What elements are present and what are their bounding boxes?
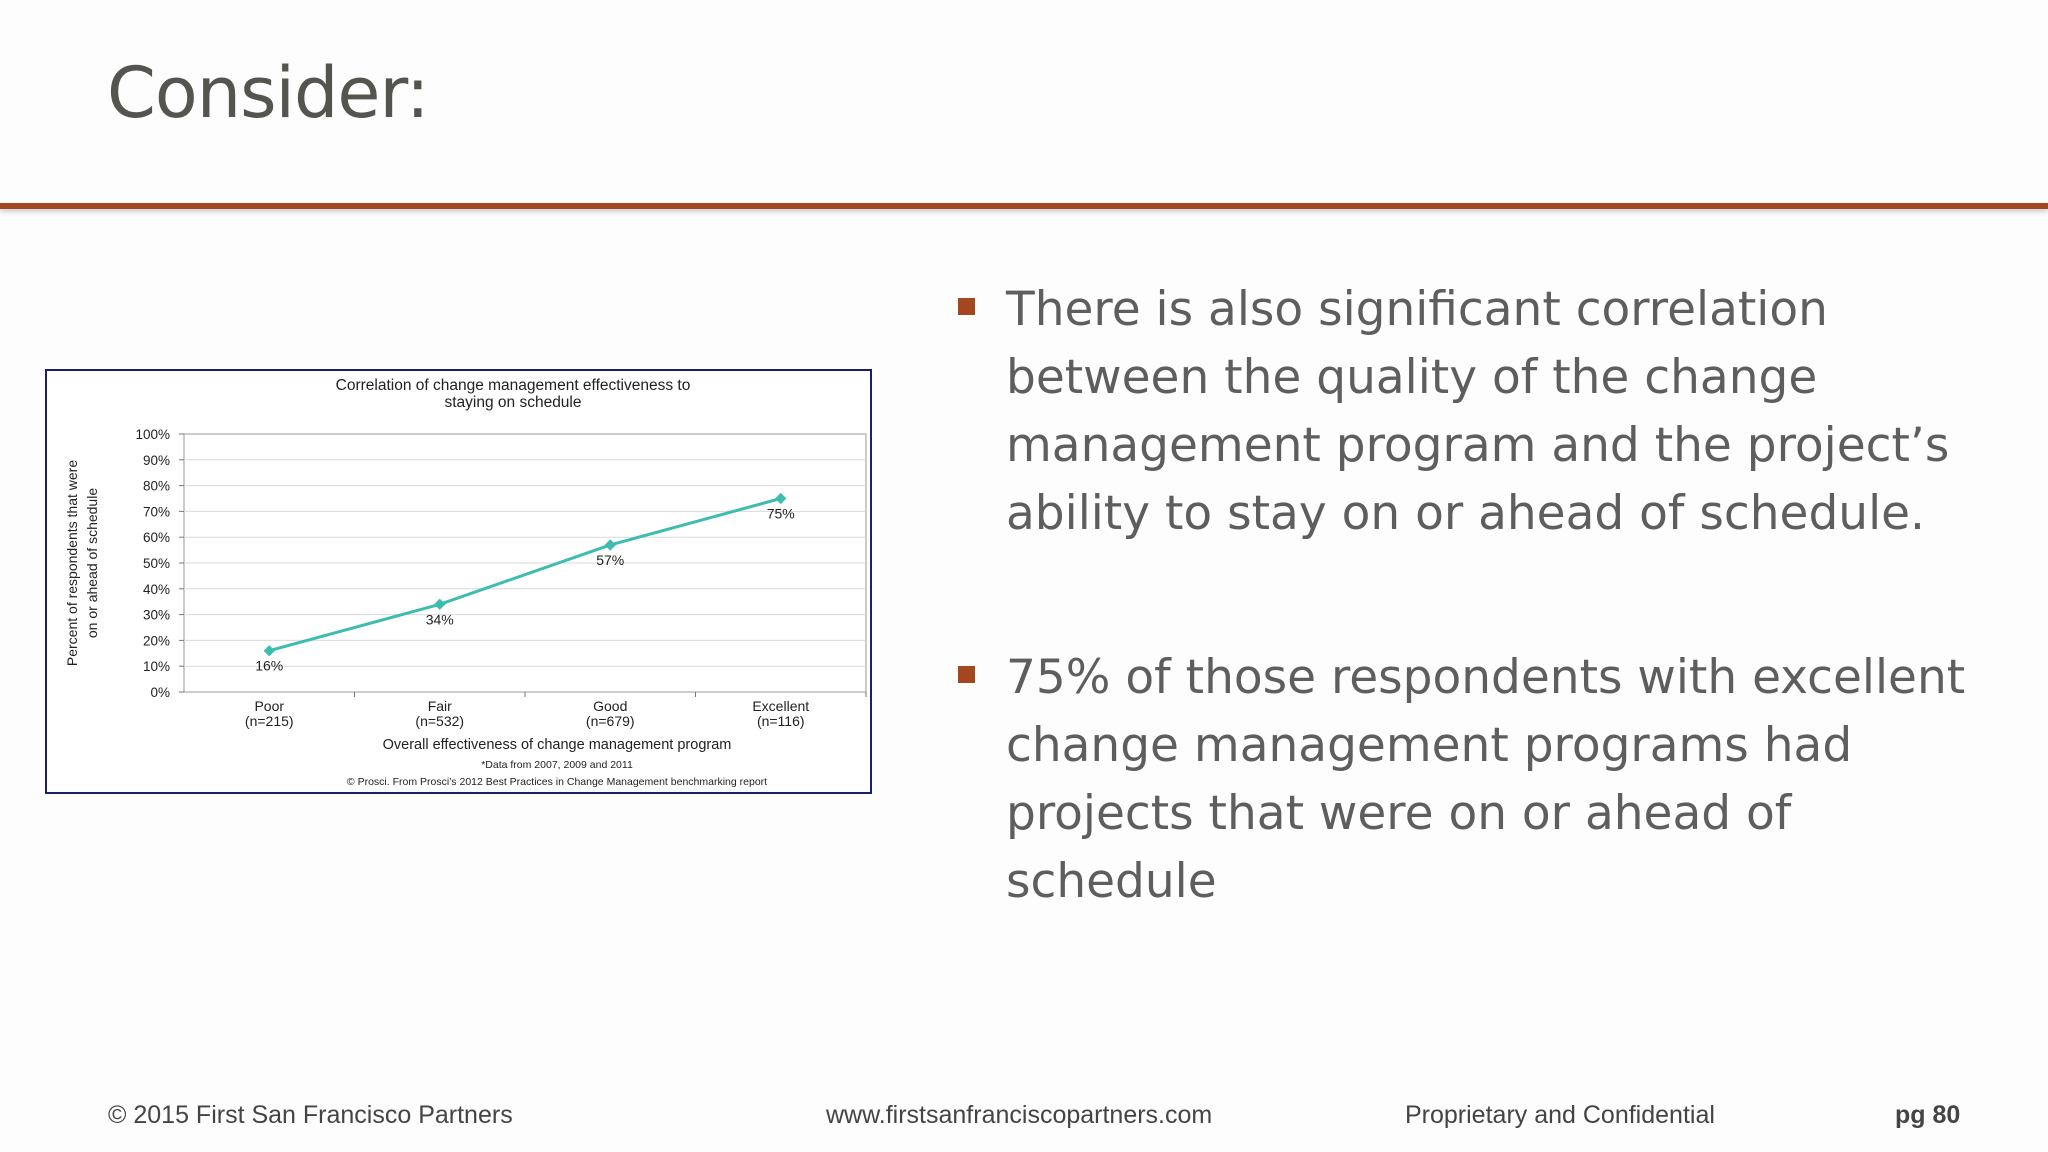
y-tick-label: 40% [143, 582, 170, 597]
line-chart: Correlation of change management effecti… [64, 377, 867, 788]
y-axis-label-line-2: on or ahead of schedule [84, 488, 100, 638]
slide-title: Consider: [107, 52, 430, 134]
x-tick-label: Good [593, 698, 627, 714]
x-tick-count: (n=215) [245, 713, 294, 729]
y-tick-label: 20% [143, 633, 170, 648]
title-divider [0, 203, 2048, 209]
bullet-item: There is also significant correlation be… [958, 276, 1998, 548]
footer-copyright: © 2015 First San Francisco Partners [108, 1101, 513, 1129]
chart-title-line-2: staying on schedule [444, 394, 581, 411]
bullet-text: There is also significant correlation be… [1006, 282, 1950, 541]
square-bullet-icon [958, 298, 975, 315]
y-tick-label: 70% [143, 504, 170, 519]
data-point [434, 598, 446, 610]
series-line [268, 497, 782, 653]
bullet-list: There is also significant correlation be… [958, 276, 1998, 916]
y-tick-label: 80% [143, 479, 170, 494]
bullet-item: 75% of those respondents with excellent … [958, 644, 1998, 916]
data-label: 75% [767, 506, 795, 522]
data-point [263, 645, 275, 657]
x-tick-label: Poor [254, 698, 284, 714]
x-tick-count: (n=116) [757, 713, 805, 729]
x-axis-label: Overall effectiveness of change manageme… [383, 737, 732, 753]
y-tick-label: 60% [143, 530, 170, 545]
chart-title-line-1: Correlation of change management effecti… [336, 377, 691, 394]
chart-note-source: © Prosci. From Prosci’s 2012 Best Practi… [347, 776, 767, 788]
data-label: 57% [596, 552, 624, 568]
data-label: 34% [426, 611, 454, 627]
y-tick-label: 30% [143, 608, 170, 623]
x-tick-count: (n=532) [415, 713, 464, 729]
x-tick-label: Excellent [752, 698, 809, 714]
y-tick-label: 10% [143, 659, 170, 674]
chart-note-data: *Data from 2007, 2009 and 2011 [481, 759, 633, 771]
y-tick-label: 90% [143, 453, 170, 468]
y-tick-label: 0% [150, 685, 170, 700]
page-number: pg 80 [1895, 1101, 1961, 1129]
data-label: 16% [255, 658, 283, 674]
y-tick-label: 50% [143, 556, 170, 571]
data-point [604, 539, 616, 551]
chart-image: Correlation of change management effecti… [45, 369, 872, 794]
x-tick-label: Fair [428, 698, 452, 714]
bullet-text: 75% of those respondents with excellent … [1006, 650, 1966, 909]
y-axis-label-line-1: Percent of respondents that were [64, 460, 80, 666]
footer-confidential: Proprietary and Confidential [1405, 1101, 1715, 1129]
y-tick-label: 100% [135, 427, 170, 442]
footer-url: www.firstsanfranciscopartners.com [826, 1101, 1213, 1129]
square-bullet-icon [958, 666, 975, 683]
x-tick-count: (n=679) [586, 713, 635, 729]
